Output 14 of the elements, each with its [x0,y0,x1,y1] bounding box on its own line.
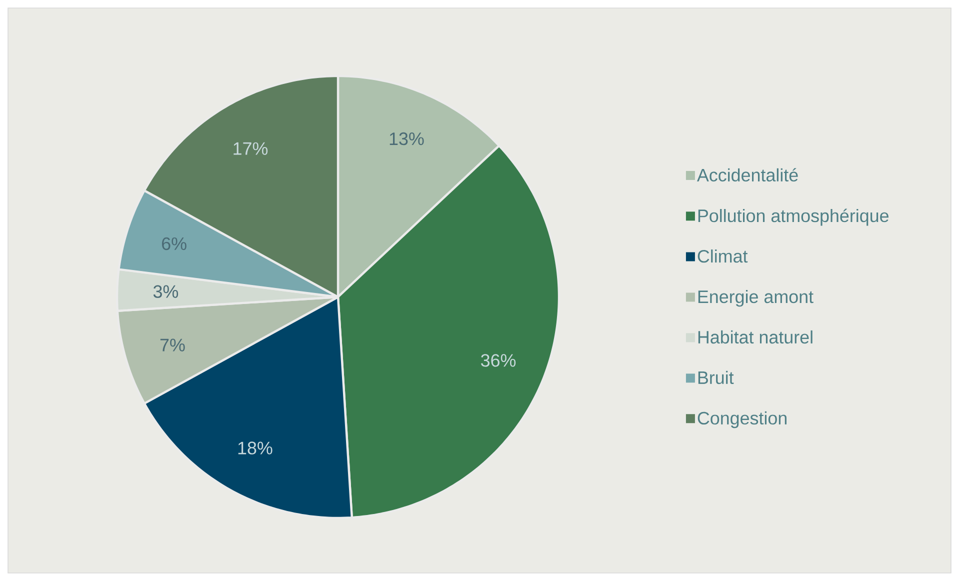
legend-label: Bruit [698,370,734,384]
data-label: 3% [153,285,178,298]
legend-label: Accidentalité [696,168,798,182]
legend-label: Energie amont [698,290,814,307]
legend-label: Congestion [698,411,786,428]
data-label: 6% [162,237,186,250]
data-label: 7% [160,338,185,352]
legend-label: Habitat naturel [698,330,812,344]
legend-label: Pollution atmosphérique [698,208,888,226]
data-label: 13% [390,132,424,146]
data-label: 36% [481,354,516,367]
data-label: 17% [234,142,268,155]
data-label: 18% [238,442,272,454]
legend-label: Climat [698,249,748,263]
